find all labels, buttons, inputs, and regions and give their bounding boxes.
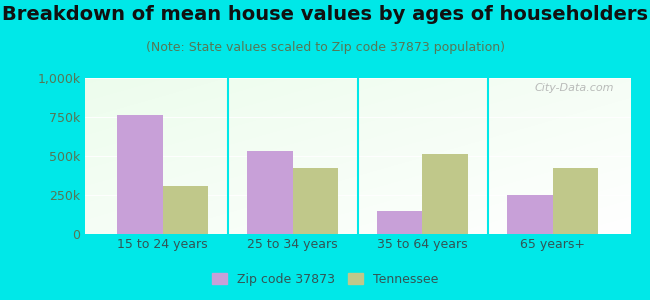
Legend: Zip code 37873, Tennessee: Zip code 37873, Tennessee [207, 268, 443, 291]
Bar [162, 186, 208, 234]
Bar [552, 169, 598, 234]
Text: City-Data.com: City-Data.com [534, 83, 614, 93]
Bar [422, 154, 468, 234]
Bar [247, 151, 292, 234]
Bar [292, 169, 338, 234]
Text: Breakdown of mean house values by ages of householders: Breakdown of mean house values by ages o… [2, 4, 648, 23]
Bar [117, 116, 162, 234]
Bar [377, 211, 423, 234]
Bar [507, 195, 552, 234]
Text: (Note: State values scaled to Zip code 37873 population): (Note: State values scaled to Zip code 3… [146, 40, 504, 53]
